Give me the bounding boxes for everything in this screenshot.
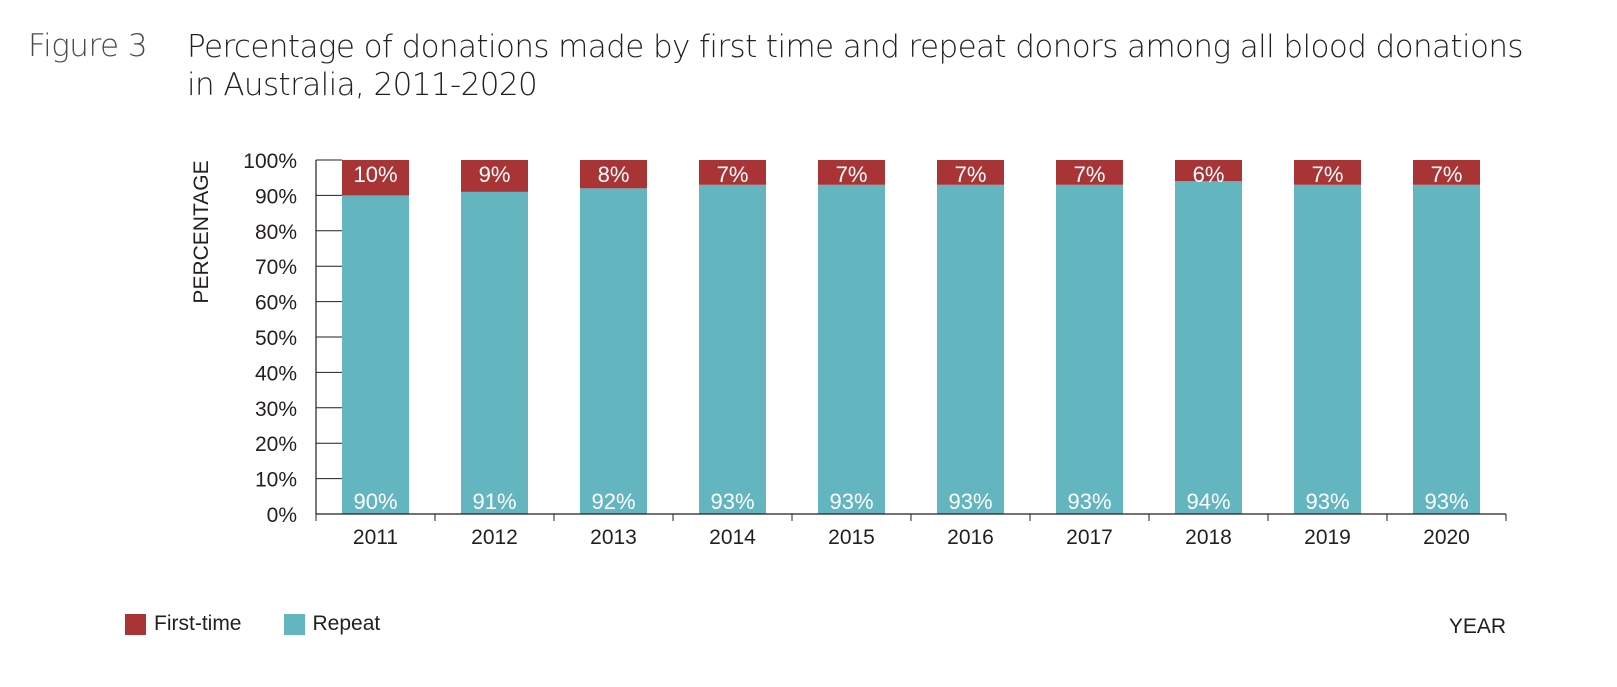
- data-label-first-time-2017: 7%: [1074, 162, 1106, 187]
- x-tick-label-2012: 2012: [471, 526, 518, 549]
- bar-first-time-2015: [818, 160, 885, 185]
- x-tick-label-2015: 2015: [828, 526, 875, 549]
- data-label-repeat-2014: 93%: [710, 489, 754, 514]
- y-tick-label-20pct: 20%: [255, 433, 297, 456]
- bar-first-time-2013: [580, 160, 647, 189]
- x-tick-label-2013: 2013: [590, 526, 637, 549]
- legend-item-first-time: First-time: [125, 612, 242, 636]
- bar-first-time-2011: [342, 160, 409, 196]
- legend: First-time Repeat: [125, 612, 422, 636]
- legend-swatch-repeat: [283, 613, 305, 635]
- data-label-first-time-2019: 7%: [1312, 162, 1344, 187]
- bar-first-time-2012: [461, 160, 528, 192]
- data-label-first-time-2016: 7%: [955, 162, 987, 187]
- data-label-repeat-2011: 90%: [353, 489, 397, 514]
- bar-repeat-2015: [818, 184, 885, 514]
- data-label-repeat-2020: 93%: [1424, 489, 1468, 514]
- legend-item-repeat: Repeat: [283, 612, 381, 636]
- x-tick-label-2017: 2017: [1066, 526, 1113, 549]
- data-label-first-time-2015: 7%: [836, 162, 868, 187]
- data-label-repeat-2016: 93%: [948, 489, 992, 514]
- data-label-repeat-2012: 91%: [472, 489, 516, 514]
- figure-title: Percentage of donations made by first ti…: [187, 29, 1524, 103]
- x-tick-label-2018: 2018: [1185, 526, 1232, 549]
- data-label-first-time-2012: 9%: [479, 162, 511, 187]
- y-tick-label-30pct: 30%: [255, 398, 297, 421]
- x-axis-title: YEAR: [1449, 615, 1506, 638]
- data-label-first-time-2011: 10%: [353, 162, 397, 187]
- y-tick-label-70pct: 70%: [255, 256, 297, 279]
- bar-first-time-2017: [1056, 160, 1123, 185]
- bar-repeat-2018: [1175, 181, 1242, 515]
- bar-first-time-2020: [1413, 160, 1480, 185]
- bar-repeat-2017: [1056, 184, 1123, 514]
- bar-repeat-2013: [580, 188, 647, 514]
- x-tick-label-2016: 2016: [947, 526, 994, 549]
- bar-repeat-2020: [1413, 184, 1480, 514]
- data-label-repeat-2019: 93%: [1305, 489, 1349, 514]
- data-label-repeat-2018: 94%: [1186, 489, 1230, 514]
- y-tick-label-0pct: 0%: [267, 504, 297, 527]
- bar-first-time-2014: [699, 160, 766, 185]
- bar-repeat-2012: [461, 191, 528, 515]
- figure-label: Figure 3: [28, 28, 148, 64]
- y-tick-label-60pct: 60%: [255, 292, 297, 315]
- x-tick-label-2019: 2019: [1304, 526, 1351, 549]
- y-tick-label-10pct: 10%: [255, 469, 297, 492]
- legend-label-repeat: Repeat: [312, 612, 381, 635]
- data-label-first-time-2018: 6%: [1193, 162, 1225, 187]
- data-label-repeat-2015: 93%: [829, 489, 873, 514]
- y-tick-label-100pct: 100%: [243, 150, 297, 173]
- x-tick-label-2014: 2014: [709, 526, 756, 549]
- data-label-first-time-2014: 7%: [717, 162, 749, 187]
- x-tick-label-2011: 2011: [353, 526, 398, 549]
- y-tick-label-40pct: 40%: [255, 362, 297, 385]
- bar-repeat-2019: [1294, 184, 1361, 514]
- legend-swatch-first-time: [125, 613, 146, 635]
- bar-first-time-2019: [1294, 160, 1361, 185]
- bar-first-time-2018: [1175, 160, 1242, 182]
- y-tick-label-80pct: 80%: [255, 221, 297, 244]
- bar-first-time-2016: [937, 160, 1004, 185]
- bar-repeat-2016: [937, 184, 1004, 514]
- data-label-repeat-2013: 92%: [591, 489, 635, 514]
- x-tick-label-2020: 2020: [1423, 526, 1470, 549]
- legend-label-first-time: First-time: [154, 612, 242, 635]
- data-label-first-time-2020: 7%: [1431, 162, 1463, 187]
- y-tick-label-90pct: 90%: [255, 185, 297, 208]
- bar-repeat-2011: [342, 195, 409, 514]
- y-axis-title: PERCENTAGE: [190, 160, 213, 303]
- data-label-repeat-2017: 93%: [1067, 489, 1111, 514]
- data-label-first-time-2013: 8%: [598, 162, 630, 187]
- bar-repeat-2014: [699, 184, 766, 514]
- y-tick-label-50pct: 50%: [255, 327, 297, 350]
